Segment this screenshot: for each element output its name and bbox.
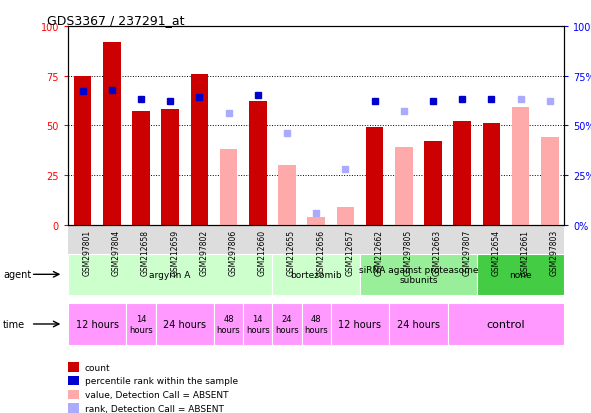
Text: 48
hours: 48 hours (304, 315, 328, 334)
Text: GSM212657: GSM212657 (345, 229, 355, 275)
Bar (512, 108, 530, 225)
Text: 14
hours: 14 hours (129, 315, 153, 334)
Text: GSM212662: GSM212662 (375, 229, 384, 275)
Text: count: count (85, 363, 110, 372)
Text: GSM297802: GSM297802 (199, 229, 209, 275)
Text: value, Detection Call = ABSENT: value, Detection Call = ABSENT (85, 390, 228, 399)
Text: 12 hours: 12 hours (339, 319, 381, 329)
Bar (103, 43, 121, 225)
Bar (337, 207, 354, 225)
Bar (483, 124, 500, 225)
Text: siRNA against proteasome
subunits: siRNA against proteasome subunits (359, 265, 478, 284)
Text: GSM297804: GSM297804 (112, 229, 121, 275)
Text: GSM297806: GSM297806 (229, 229, 238, 275)
Text: time: time (3, 319, 25, 329)
Text: agent: agent (3, 270, 31, 280)
Text: 24
hours: 24 hours (275, 315, 299, 334)
Text: GSM212655: GSM212655 (287, 229, 296, 275)
Text: GSM212663: GSM212663 (433, 229, 442, 275)
Text: GSM212660: GSM212660 (258, 229, 267, 275)
Bar (541, 138, 558, 225)
Text: GSM297807: GSM297807 (462, 229, 471, 275)
Bar (366, 128, 384, 225)
Bar (161, 110, 179, 225)
Text: 24 hours: 24 hours (163, 319, 206, 329)
Text: GSM212659: GSM212659 (170, 229, 179, 275)
Text: bortezomib: bortezomib (290, 270, 342, 279)
Text: GSM212656: GSM212656 (316, 229, 325, 275)
Bar (307, 217, 325, 225)
Text: GDS3367 / 237291_at: GDS3367 / 237291_at (47, 14, 185, 27)
Text: GSM212661: GSM212661 (521, 229, 530, 275)
Bar (220, 150, 238, 225)
Bar (74, 76, 92, 225)
Bar (249, 102, 267, 225)
Bar (395, 148, 413, 225)
Text: rank, Detection Call = ABSENT: rank, Detection Call = ABSENT (85, 404, 223, 413)
Text: 48
hours: 48 hours (217, 315, 241, 334)
Text: GSM297801: GSM297801 (83, 229, 92, 275)
Text: GSM297805: GSM297805 (404, 229, 413, 275)
Bar (278, 166, 296, 225)
Bar (132, 112, 150, 225)
Text: 12 hours: 12 hours (76, 319, 119, 329)
Text: percentile rank within the sample: percentile rank within the sample (85, 376, 238, 385)
Text: none: none (509, 270, 532, 279)
Bar (191, 74, 208, 225)
Text: 24 hours: 24 hours (397, 319, 440, 329)
Text: argyrin A: argyrin A (150, 270, 191, 279)
Text: GSM212654: GSM212654 (491, 229, 501, 275)
Bar (424, 142, 441, 225)
Text: GSM297803: GSM297803 (550, 229, 559, 275)
Bar (453, 122, 471, 225)
Text: 14
hours: 14 hours (246, 315, 269, 334)
Text: control: control (486, 319, 525, 329)
Text: GSM212658: GSM212658 (141, 229, 150, 275)
